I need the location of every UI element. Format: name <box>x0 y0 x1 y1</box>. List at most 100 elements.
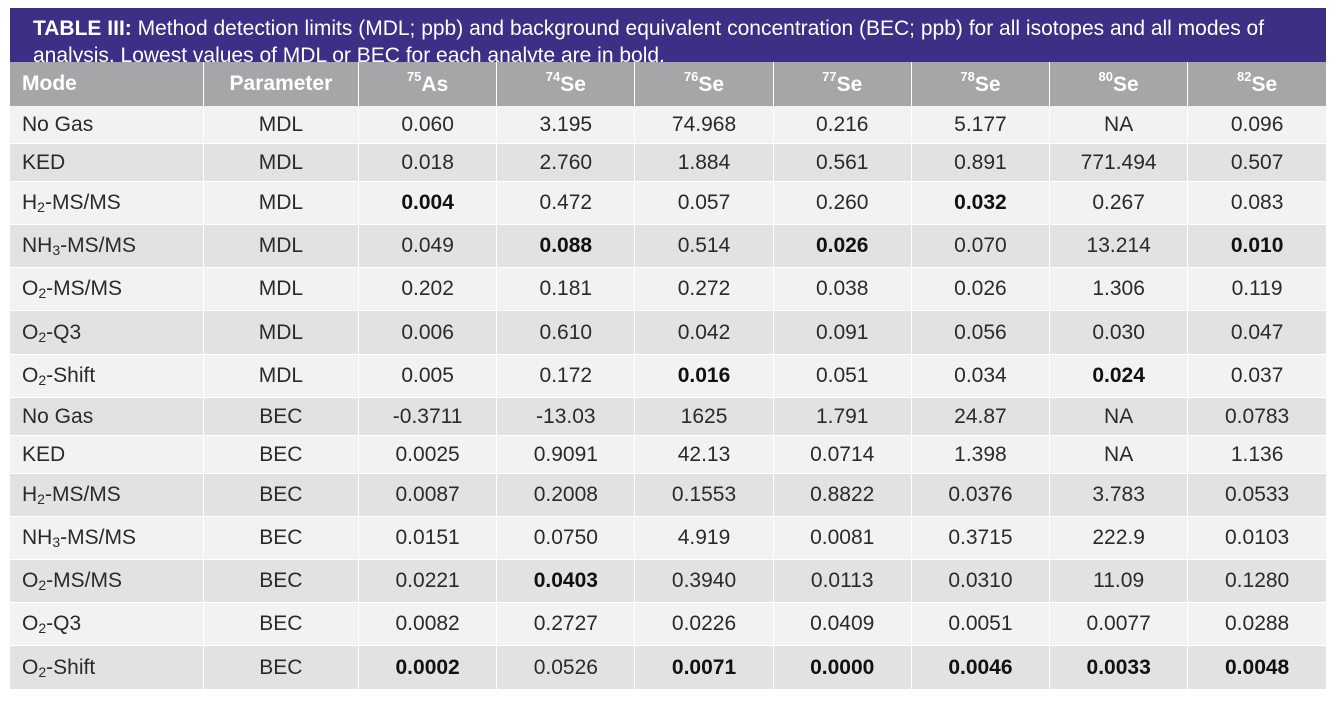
cell-mode: O2-Q3 <box>10 602 204 646</box>
mode-text: KED <box>22 442 66 466</box>
cell-value: 0.267 <box>1049 181 1189 225</box>
cell-value: 0.610 <box>496 310 636 355</box>
table-row: O2-Shift BEC 0.0002 0.0526 0.0071 0.0000 0.004… <box>10 645 1326 690</box>
cell-value: NA <box>1049 106 1189 144</box>
table-row: No Gas MDL 0.060 3.195 74.968 0.216 5.177 NA 0.0… <box>10 106 1326 144</box>
cell-parameter: MDL <box>203 310 360 355</box>
mode-text: No Gas <box>22 112 94 136</box>
cell-mode: O2-MS/MS <box>10 267 204 311</box>
cell-value: 0.005 <box>358 354 498 398</box>
cell-value: 0.0533 <box>1187 473 1326 517</box>
cell-parameter: BEC <box>203 559 360 603</box>
cell-value: 2.760 <box>496 143 636 182</box>
cell-value: 0.026 <box>911 267 1051 311</box>
header-isotope: 82Se <box>1187 62 1326 106</box>
cell-value: 3.195 <box>496 106 636 144</box>
cell-value: -0.3711 <box>358 397 498 436</box>
mode-subscript: 2 <box>37 491 45 507</box>
cell-value: 0.0025 <box>358 435 498 474</box>
mode-subscript: 2 <box>38 663 47 680</box>
cell-parameter: MDL <box>203 267 360 311</box>
mode-subscript: 2 <box>38 620 47 636</box>
cell-parameter: BEC <box>203 645 360 690</box>
cell-parameter: BEC <box>203 435 360 474</box>
mode-subscript: 2 <box>38 328 47 345</box>
isotope-mass: 78 <box>960 69 975 84</box>
cell-value: NA <box>1049 397 1189 436</box>
header-parameter: Parameter <box>203 62 360 106</box>
cell-value: 0.088 <box>496 224 636 268</box>
isotope-mass: 76 <box>683 69 699 84</box>
cell-value: 1.884 <box>634 143 774 182</box>
cell-value: 0.0048 <box>1187 645 1326 690</box>
cell-value: 0.472 <box>496 181 636 225</box>
mode-suffix: -MS/MS <box>46 569 122 592</box>
cell-value: 0.0783 <box>1187 397 1326 436</box>
mode-text: NH <box>22 234 53 257</box>
mode-text: No Gas <box>22 404 94 428</box>
table-row: O2-MS/MS MDL 0.202 0.181 0.272 0.038 0.026 1.30… <box>10 267 1326 311</box>
cell-value: 0.0071 <box>634 645 774 690</box>
cell-value: -13.03 <box>496 397 636 436</box>
cell-value: 0.0221 <box>358 559 498 603</box>
cell-value: 0.037 <box>1187 354 1326 398</box>
cell-value: 1.398 <box>911 435 1051 474</box>
cell-value: 1.791 <box>773 397 912 436</box>
table-caption: TABLE III: Method detection limits (MDL;… <box>10 8 1326 62</box>
cell-value: 0.0002 <box>358 645 498 690</box>
table-row: No Gas BEC -0.3711 -13.03 1625 1.791 24.87 NA 0.… <box>10 397 1326 436</box>
cell-value: 0.0526 <box>496 645 636 690</box>
cell-mode: No Gas <box>10 106 204 144</box>
isotope-mass: 75 <box>406 69 422 84</box>
isotope-mass: 80 <box>1098 69 1114 84</box>
cell-value: 0.272 <box>634 267 774 311</box>
cell-value: 0.3940 <box>634 559 774 603</box>
cell-value: 0.0081 <box>773 516 912 560</box>
cell-value: 0.0151 <box>358 516 498 560</box>
cell-value: 0.0409 <box>773 602 912 646</box>
cell-value: 11.09 <box>1049 559 1189 603</box>
cell-parameter: BEC <box>203 473 360 517</box>
header-isotope: 76Se <box>634 62 774 106</box>
cell-value: 0.057 <box>634 181 774 225</box>
cell-value: 0.0750 <box>496 516 636 560</box>
cell-parameter: MDL <box>203 354 360 398</box>
cell-value: 0.1553 <box>634 473 774 517</box>
cell-mode: No Gas <box>10 397 204 436</box>
cell-mode: KED <box>10 435 204 474</box>
cell-value: 0.2008 <box>496 473 636 517</box>
cell-value: 0.018 <box>358 143 498 182</box>
cell-parameter: BEC <box>203 516 360 560</box>
cell-value: 0.030 <box>1049 310 1189 355</box>
mode-suffix: -Shift <box>46 364 96 387</box>
cell-value: 0.056 <box>911 310 1051 355</box>
cell-value: 1.306 <box>1049 267 1189 311</box>
table-row: KED MDL 0.018 2.760 1.884 0.561 0.891 771.494 0.… <box>10 143 1326 182</box>
cell-value: 0.0082 <box>358 602 498 646</box>
isotope-element: Se <box>1251 73 1278 96</box>
header-isotope: 78Se <box>911 62 1051 106</box>
cell-value: 0.216 <box>773 106 912 144</box>
table-row: O2-Q3 BEC 0.0082 0.2727 0.0226 0.0409 0.0051 0.… <box>10 602 1326 646</box>
cell-value: 0.172 <box>496 354 636 398</box>
cell-value: 0.0113 <box>773 559 912 603</box>
table-row: NH3-MS/MS MDL 0.049 0.088 0.514 0.026 0.070 13.… <box>10 224 1326 268</box>
table-row: NH3-MS/MS BEC 0.0151 0.0750 4.919 0.0081 0.371… <box>10 516 1326 560</box>
cell-parameter: BEC <box>203 602 360 646</box>
mode-suffix: -Q3 <box>46 320 82 344</box>
cell-mode: O2-MS/MS <box>10 559 204 603</box>
cell-value: 0.561 <box>773 143 912 182</box>
mode-text: O <box>22 277 39 300</box>
cell-parameter: MDL <box>203 181 360 225</box>
mode-subscript: 3 <box>52 534 61 550</box>
header-isotope: 77Se <box>773 62 912 106</box>
cell-mode: H2-MS/MS <box>10 181 204 225</box>
table-row: KED BEC 0.0025 0.9091 42.13 0.0714 1.398 NA 1.13… <box>10 435 1326 474</box>
mode-suffix: -MS/MS <box>46 277 122 300</box>
isotope-mass: 82 <box>1237 69 1252 84</box>
cell-value: 24.87 <box>911 397 1051 436</box>
cell-value: 4.919 <box>634 516 774 560</box>
cell-value: 0.006 <box>358 310 498 355</box>
cell-value: 0.070 <box>911 224 1051 268</box>
table-row: O2-MS/MS BEC 0.0221 0.0403 0.3940 0.0113 0.031… <box>10 559 1326 603</box>
